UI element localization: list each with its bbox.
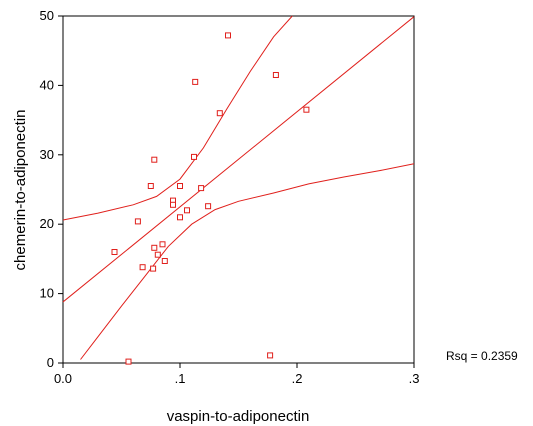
data-point (193, 79, 198, 84)
y-tick-label: 0 (47, 355, 54, 370)
data-point (162, 259, 167, 264)
data-point (140, 265, 145, 270)
data-point (112, 250, 117, 255)
y-tick-label: 30 (40, 147, 54, 162)
data-point (126, 359, 131, 364)
x-tick-label: 0.0 (54, 371, 72, 386)
y-axis-ticks: 0 10 20 30 40 50 (40, 8, 63, 370)
y-tick-label: 20 (40, 216, 54, 231)
data-point (185, 208, 190, 213)
data-point (171, 202, 176, 207)
data-point (178, 184, 183, 189)
data-point (152, 157, 157, 162)
y-tick-label: 40 (40, 77, 54, 92)
x-tick-label: .2 (292, 371, 303, 386)
x-axis-ticks: 0.0 .1 .2 .3 (54, 363, 419, 386)
data-point (135, 219, 140, 224)
data-point (151, 266, 156, 271)
scatter-points (112, 33, 309, 364)
plot-frame (63, 16, 414, 363)
regression-line-group (63, 17, 414, 302)
data-point (160, 242, 165, 247)
x-tick-label: .1 (175, 371, 186, 386)
data-point (199, 186, 204, 191)
ci-upper-curve (63, 16, 292, 220)
data-point (152, 245, 157, 250)
data-point (155, 252, 160, 257)
data-point (217, 111, 222, 116)
regression-line (63, 17, 414, 302)
y-tick-label: 10 (40, 286, 54, 301)
confidence-bands (63, 16, 414, 360)
ci-lower-curve (81, 164, 415, 360)
data-point (178, 215, 183, 220)
data-point (192, 154, 197, 159)
data-point (273, 73, 278, 78)
x-axis-title: vaspin-to-adiponectin (167, 408, 310, 425)
data-point (226, 33, 231, 38)
data-point (206, 204, 211, 209)
y-axis-title: chemerin-to-adiponectin (12, 110, 29, 271)
data-point (268, 353, 273, 358)
data-point (148, 184, 153, 189)
y-tick-label: 50 (40, 8, 54, 23)
x-tick-label: .3 (409, 371, 420, 386)
data-point (304, 107, 309, 112)
rsq-annotation: Rsq = 0.2359 (446, 349, 518, 363)
